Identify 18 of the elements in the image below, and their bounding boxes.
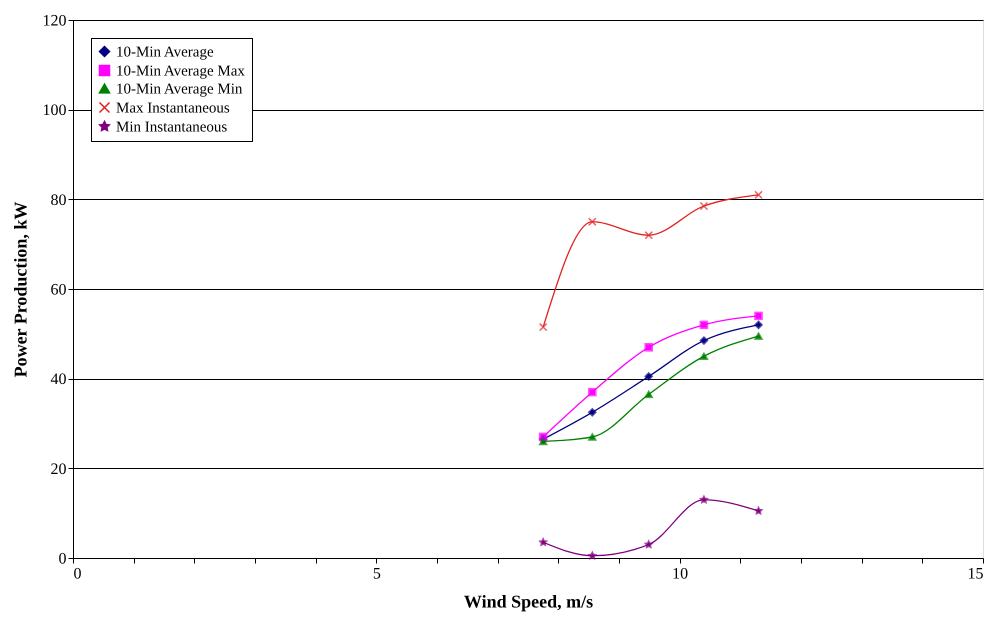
x-tick-label: 15 [968,566,984,582]
x-tick-label: 0 [74,566,82,582]
y-tick-label: 60 [50,282,66,298]
y-tick-label: 120 [42,12,66,30]
legend-label: 10-Min Average [116,44,214,60]
x-axis-title: Wind Speed, m/s [464,592,594,612]
y-tick-label: 0 [58,550,66,568]
legend-label: Max Instantaneous [116,100,230,116]
legend-label: Min Instantaneous [116,120,228,136]
x-tick-label: 5 [372,566,381,582]
legend-label: 10-Min Average Min [116,82,243,98]
y-tick-label: 40 [50,371,66,388]
y-tick-label: 80 [50,192,66,209]
legend-label: 10-Min Average Max [116,64,246,80]
y-axis-title: Power Production, kW [10,202,30,378]
y-tick-label: 100 [42,102,66,120]
y-tick-label: 20 [50,460,66,478]
x-tick-label: 10 [672,566,688,582]
